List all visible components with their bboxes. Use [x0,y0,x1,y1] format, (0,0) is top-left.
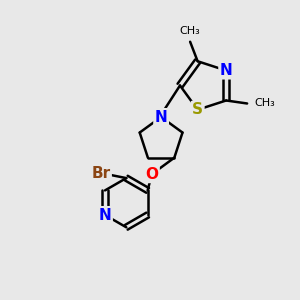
Text: CH₃: CH₃ [180,26,200,36]
Text: N: N [99,208,111,223]
Text: O: O [145,167,158,182]
Text: S: S [192,102,203,117]
Text: N: N [220,63,233,78]
Text: Br: Br [91,166,110,181]
Text: CH₃: CH₃ [255,98,275,109]
Text: N: N [155,110,167,124]
